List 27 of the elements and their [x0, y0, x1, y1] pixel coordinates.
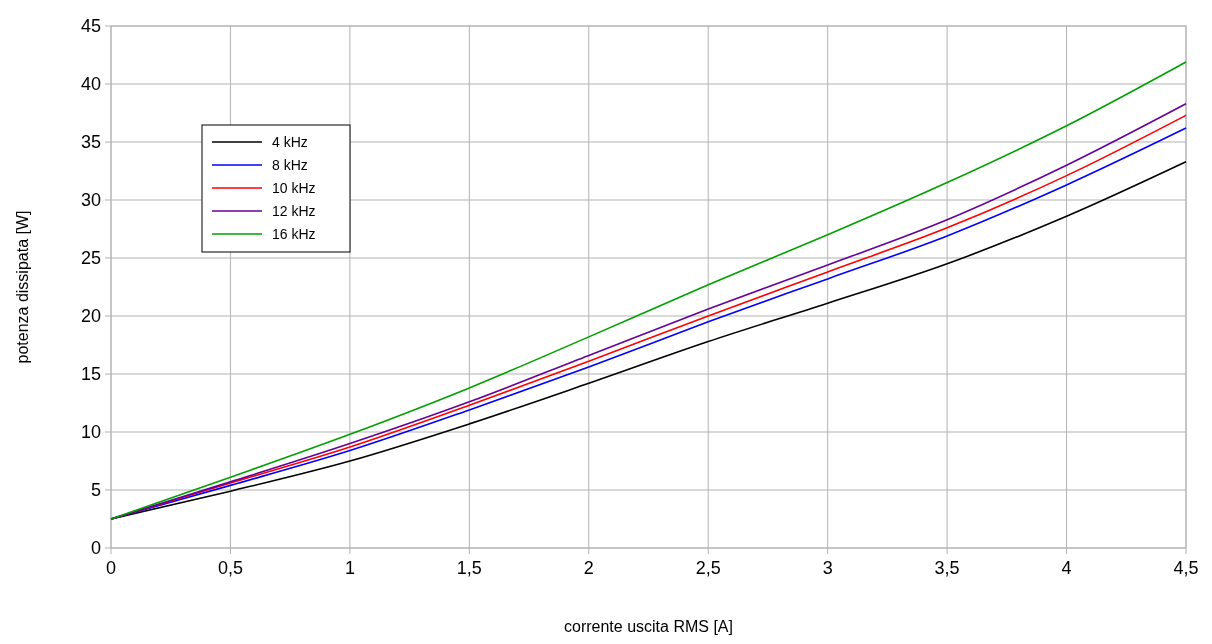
x-tick-label: 3,5 [934, 558, 960, 578]
legend-label: 10 kHz [272, 179, 316, 196]
x-tick-label: 4 [1061, 558, 1072, 578]
x-tick-label: 2,5 [695, 558, 721, 578]
y-tick-label: 5 [90, 480, 101, 501]
legend-label: 12 kHz [272, 202, 316, 219]
x-tick-label: 0,5 [217, 558, 243, 578]
x-tick-label: 3 [822, 558, 833, 578]
y-tick-label: 35 [80, 132, 101, 153]
legend-label: 16 kHz [272, 225, 316, 242]
y-tick-label: 10 [80, 422, 101, 443]
y-tick-label: 45 [80, 16, 101, 37]
x-tick-label: 2 [583, 558, 594, 578]
x-axis-title: corrente uscita RMS [A] [564, 618, 733, 635]
x-tick-label: 1,5 [456, 558, 482, 578]
y-tick-label: 30 [80, 190, 101, 211]
y-tick-label: 15 [80, 364, 101, 385]
y-tick-label: 0 [90, 538, 101, 559]
legend-label: 4 kHz [272, 133, 308, 150]
y-tick-label: 25 [80, 248, 101, 269]
y-tick-label: 40 [80, 74, 101, 95]
y-axis-title: potenza dissipata [W] [14, 210, 31, 364]
y-tick-label: 20 [80, 306, 101, 327]
legend-label: 8 kHz [272, 156, 308, 173]
x-tick-label: 0 [105, 558, 117, 578]
x-tick-label: 1 [344, 558, 355, 578]
x-tick-label: 4,5 [1173, 558, 1199, 578]
